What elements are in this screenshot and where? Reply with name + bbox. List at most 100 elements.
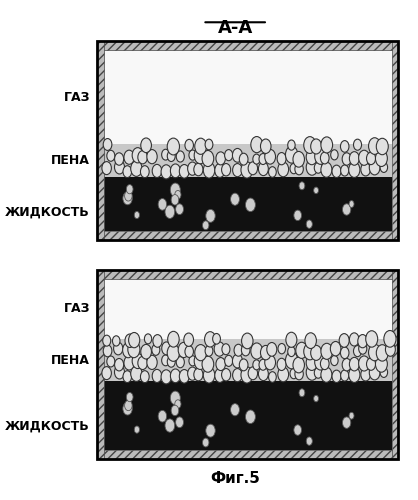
- Bar: [97, 231, 398, 240]
- Circle shape: [332, 370, 341, 382]
- Circle shape: [206, 424, 215, 437]
- Bar: [97, 41, 104, 240]
- Circle shape: [176, 417, 184, 428]
- Circle shape: [171, 164, 181, 177]
- Circle shape: [349, 367, 360, 382]
- Circle shape: [349, 152, 359, 165]
- Circle shape: [171, 369, 181, 382]
- Text: ГАЗ: ГАЗ: [64, 90, 90, 104]
- Circle shape: [295, 368, 303, 380]
- Circle shape: [359, 356, 370, 371]
- Circle shape: [115, 358, 124, 371]
- Circle shape: [222, 368, 231, 381]
- Circle shape: [265, 150, 275, 164]
- Bar: [104, 382, 392, 450]
- Circle shape: [361, 163, 370, 176]
- Circle shape: [152, 370, 162, 382]
- Text: ЖИДКОСТЬ: ЖИДКОСТЬ: [5, 420, 90, 432]
- Circle shape: [112, 336, 120, 346]
- Circle shape: [304, 136, 316, 154]
- Circle shape: [131, 161, 142, 176]
- Circle shape: [141, 138, 151, 152]
- Circle shape: [162, 149, 170, 160]
- Circle shape: [349, 200, 354, 207]
- Circle shape: [141, 344, 151, 359]
- Text: Фиг.5: Фиг.5: [210, 471, 260, 486]
- Circle shape: [369, 138, 381, 154]
- Circle shape: [321, 358, 329, 370]
- Circle shape: [203, 162, 215, 178]
- Circle shape: [306, 437, 312, 446]
- Circle shape: [288, 140, 295, 150]
- Circle shape: [253, 154, 260, 164]
- Circle shape: [176, 356, 184, 368]
- Circle shape: [268, 372, 276, 382]
- Circle shape: [278, 162, 288, 177]
- Circle shape: [260, 139, 271, 154]
- Circle shape: [293, 357, 304, 373]
- Circle shape: [232, 354, 242, 368]
- Circle shape: [132, 354, 143, 368]
- Circle shape: [304, 343, 316, 360]
- Circle shape: [258, 367, 268, 380]
- Circle shape: [331, 356, 338, 366]
- Circle shape: [380, 367, 387, 378]
- Circle shape: [376, 344, 388, 361]
- Circle shape: [103, 138, 112, 150]
- Circle shape: [175, 400, 181, 408]
- Circle shape: [115, 160, 125, 174]
- Circle shape: [128, 341, 140, 357]
- Circle shape: [123, 402, 133, 415]
- Circle shape: [314, 162, 322, 173]
- Circle shape: [161, 370, 171, 384]
- Bar: [97, 270, 398, 279]
- Circle shape: [293, 152, 304, 167]
- Circle shape: [369, 160, 380, 175]
- Bar: [392, 270, 398, 459]
- Circle shape: [331, 150, 338, 160]
- Circle shape: [342, 204, 351, 215]
- Circle shape: [341, 347, 349, 358]
- Circle shape: [376, 138, 388, 154]
- Bar: [104, 279, 392, 338]
- Circle shape: [188, 162, 197, 175]
- Circle shape: [285, 146, 298, 163]
- Bar: [104, 338, 392, 382]
- Circle shape: [288, 346, 295, 356]
- Circle shape: [369, 366, 380, 380]
- Circle shape: [278, 344, 285, 354]
- Text: ГАЗ: ГАЗ: [64, 302, 90, 316]
- Circle shape: [342, 417, 351, 428]
- Circle shape: [124, 150, 134, 164]
- Circle shape: [215, 164, 225, 177]
- Circle shape: [359, 150, 370, 166]
- Circle shape: [194, 164, 203, 176]
- Circle shape: [165, 205, 175, 218]
- Circle shape: [248, 367, 257, 380]
- Circle shape: [332, 165, 341, 177]
- Circle shape: [162, 355, 170, 366]
- Circle shape: [311, 346, 322, 360]
- Circle shape: [184, 333, 194, 346]
- Circle shape: [214, 342, 224, 356]
- Circle shape: [129, 332, 140, 348]
- Circle shape: [231, 193, 240, 205]
- Circle shape: [358, 334, 367, 348]
- Circle shape: [321, 367, 332, 382]
- Circle shape: [138, 356, 148, 370]
- Circle shape: [202, 221, 209, 230]
- Circle shape: [167, 356, 175, 367]
- Circle shape: [125, 400, 132, 410]
- Circle shape: [330, 342, 341, 356]
- Circle shape: [361, 368, 370, 381]
- Circle shape: [258, 162, 268, 175]
- Circle shape: [140, 370, 149, 382]
- Circle shape: [295, 163, 303, 175]
- Circle shape: [203, 368, 215, 383]
- Circle shape: [115, 366, 125, 379]
- Circle shape: [299, 389, 305, 396]
- Circle shape: [369, 344, 381, 361]
- Circle shape: [126, 184, 133, 194]
- Circle shape: [342, 153, 351, 165]
- Circle shape: [122, 342, 134, 358]
